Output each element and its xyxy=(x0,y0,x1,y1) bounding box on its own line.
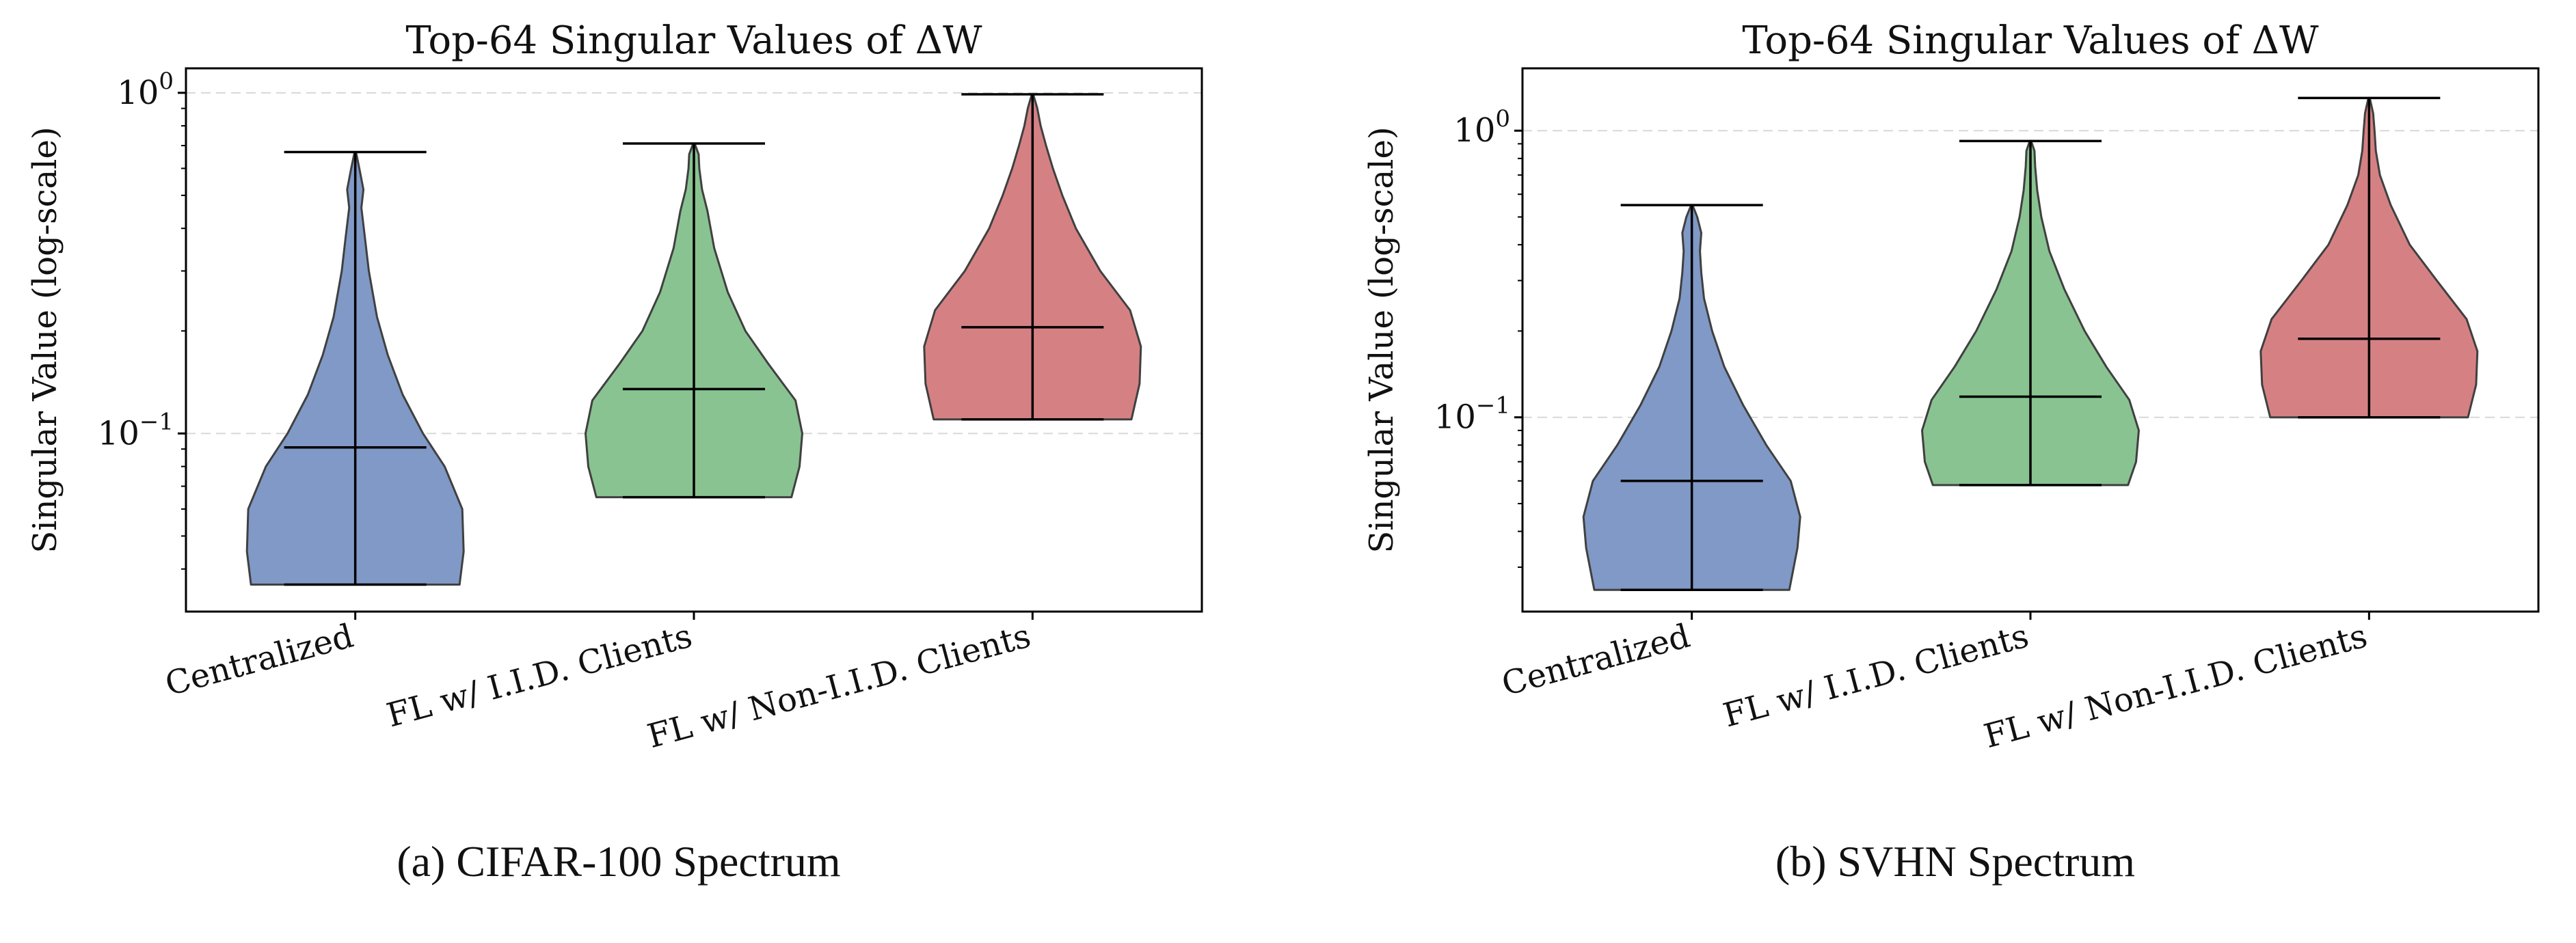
x-tick-label-fl-noniid: FL w/ Non-I.I.D. Clients xyxy=(643,616,1034,756)
y-tick-label-0: 10−1 xyxy=(98,408,174,452)
y-axis-label: Singular Value (log-scale) xyxy=(26,126,64,553)
chart-title: Top-64 Singular Values of ΔW xyxy=(405,18,982,63)
y-tick-label-1: 100 xyxy=(117,68,174,112)
chart-title: Top-64 Singular Values of ΔW xyxy=(1742,18,2319,63)
x-tick-label-fl-noniid: FL w/ Non-I.I.D. Clients xyxy=(1980,616,2371,756)
x-tick-label-centralized: Centralized xyxy=(161,616,358,703)
y-tick-label-0: 10−1 xyxy=(1434,392,1510,437)
y-tick-label-1: 100 xyxy=(1453,105,1510,150)
y-axis-label: Singular Value (log-scale) xyxy=(1363,126,1401,553)
x-tick-label-centralized: Centralized xyxy=(1498,616,1694,703)
caption-cifar100: (a) CIFAR-100 Spectrum xyxy=(397,837,840,886)
caption-svhn: (b) SVHN Spectrum xyxy=(1775,837,2135,886)
